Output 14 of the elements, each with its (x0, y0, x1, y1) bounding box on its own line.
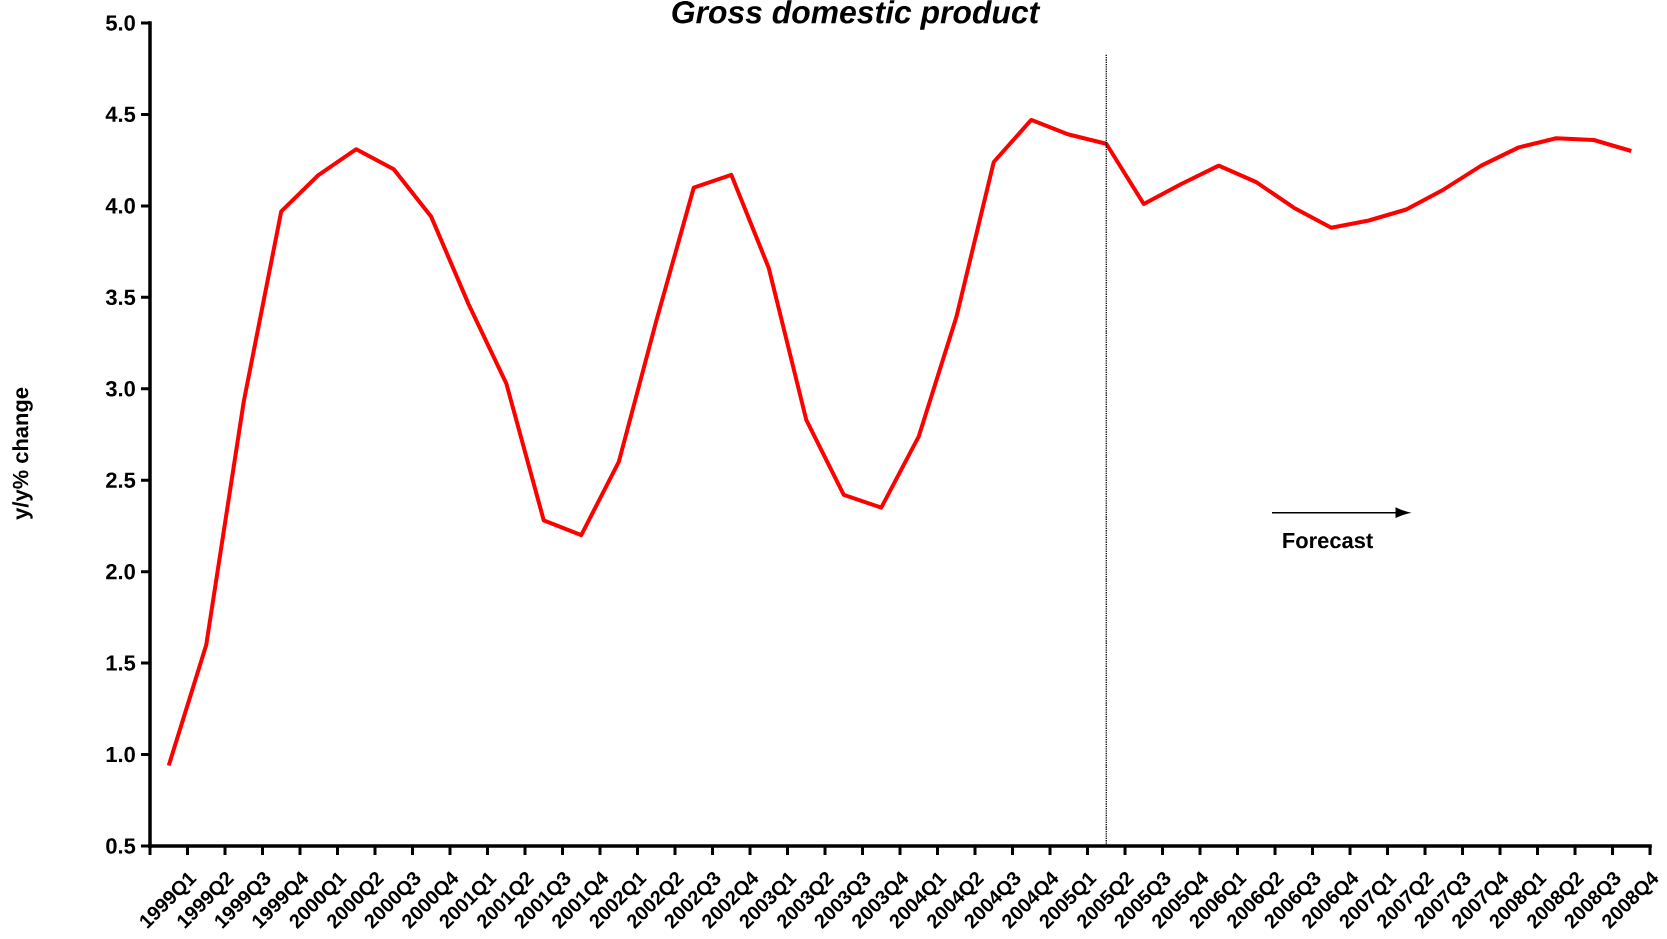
y-axis-title: y/y% change (12, 387, 33, 520)
chart-title: Gross domestic product (672, 0, 1041, 30)
y-tick-label: 0.5 (106, 838, 136, 854)
y-tick-label: 4.0 (105, 198, 135, 214)
y-tick-label: 2.5 (106, 472, 136, 488)
y-tick-label: 3.5 (105, 289, 136, 306)
y-tick-label: 5.0 (106, 15, 135, 31)
annotation: Forecast (1283, 533, 1373, 549)
line-series (166, 117, 1634, 768)
y-tick-label: 3.0 (105, 380, 135, 397)
y-tick-label: 1.5 (106, 655, 136, 671)
y-tick-label: 2.0 (106, 563, 135, 580)
y-tick-label: 1.0 (106, 746, 135, 763)
y-tick-label: 4.5 (105, 106, 136, 123)
